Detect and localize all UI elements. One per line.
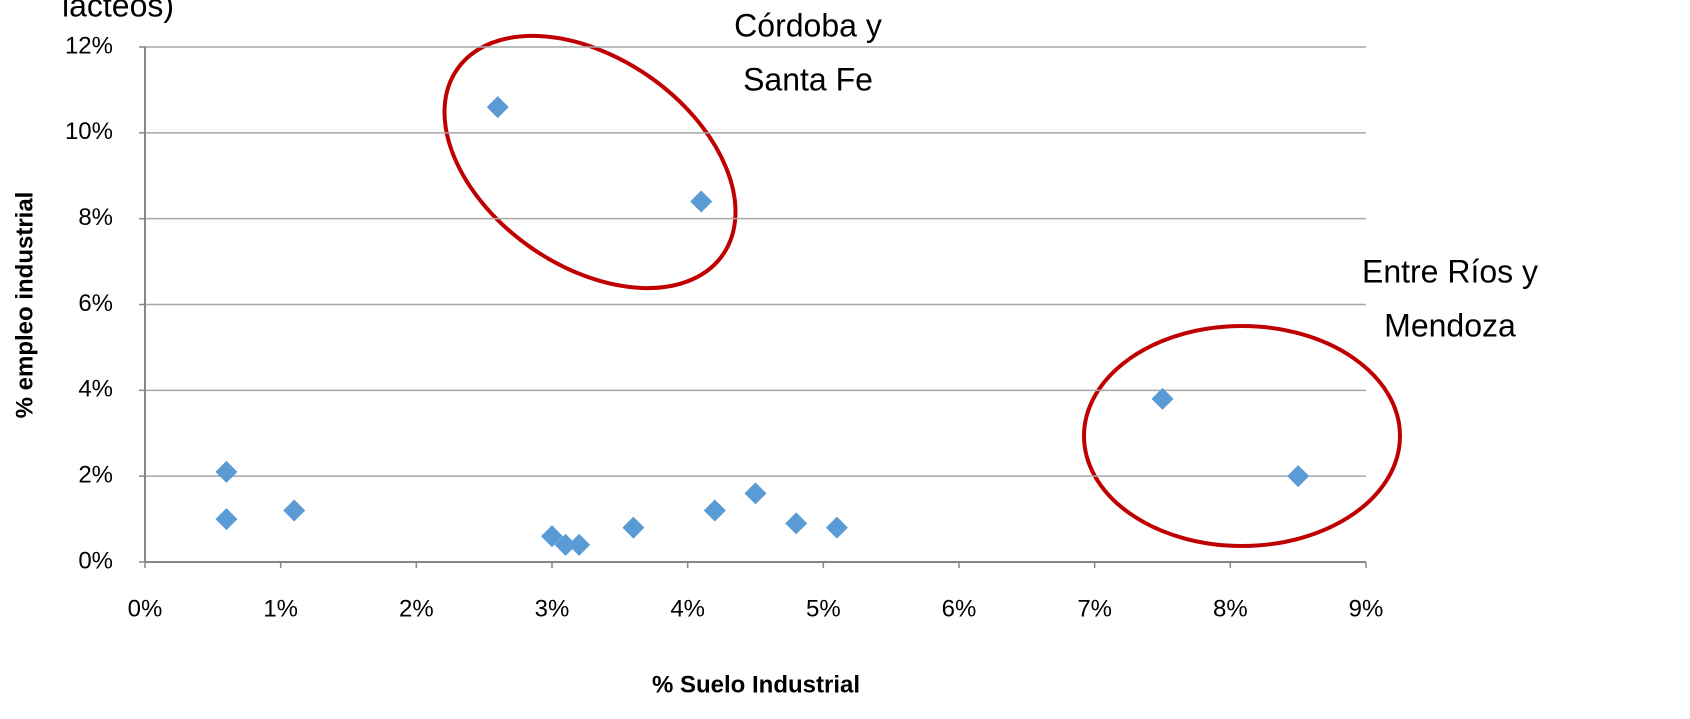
point xyxy=(568,533,591,556)
point xyxy=(744,482,767,505)
y-tick-label: 2% xyxy=(78,462,113,489)
point xyxy=(825,516,848,539)
point xyxy=(283,499,306,522)
x-tick-label: 3% xyxy=(535,595,570,622)
x-tick-label: 1% xyxy=(263,595,298,622)
point xyxy=(215,460,238,483)
point xyxy=(215,508,238,531)
annotation: Córdoba y xyxy=(734,7,882,43)
y-tick-label: 4% xyxy=(78,376,113,403)
x-tick-label: 7% xyxy=(1077,595,1112,622)
highlight-ellipse xyxy=(1082,324,1402,548)
annotation: Santa Fe xyxy=(743,61,873,97)
y-tick-label: 8% xyxy=(78,204,113,231)
y-axis-label: % empleo industrial xyxy=(11,192,38,419)
x-tick-label: 8% xyxy=(1213,595,1248,622)
point xyxy=(541,525,563,548)
point xyxy=(622,516,645,539)
point xyxy=(703,499,726,522)
x-tick-label: 6% xyxy=(942,595,977,622)
point xyxy=(486,96,509,119)
x-axis-label: % Suelo Industrial xyxy=(652,671,860,698)
x-tick-label: 0% xyxy=(128,595,163,622)
y-tick-label: 12% xyxy=(65,32,113,59)
y-tick-label: 10% xyxy=(65,118,113,145)
point xyxy=(1151,387,1174,410)
point xyxy=(554,533,577,556)
x-tick-label: 9% xyxy=(1349,595,1384,622)
y-tick-label: 0% xyxy=(78,547,113,574)
x-tick-label: 4% xyxy=(670,595,705,622)
annotation: Mendoza xyxy=(1384,307,1516,343)
point xyxy=(690,190,713,213)
x-tick-label: 5% xyxy=(806,595,841,622)
point xyxy=(1287,465,1310,488)
point xyxy=(785,512,808,535)
x-tick-label: 2% xyxy=(399,595,434,622)
y-tick-label: 6% xyxy=(78,290,113,317)
chart-title: lácteos) xyxy=(62,0,174,23)
highlight-ellipse xyxy=(442,33,738,291)
annotation: Entre Ríos y xyxy=(1362,253,1538,289)
